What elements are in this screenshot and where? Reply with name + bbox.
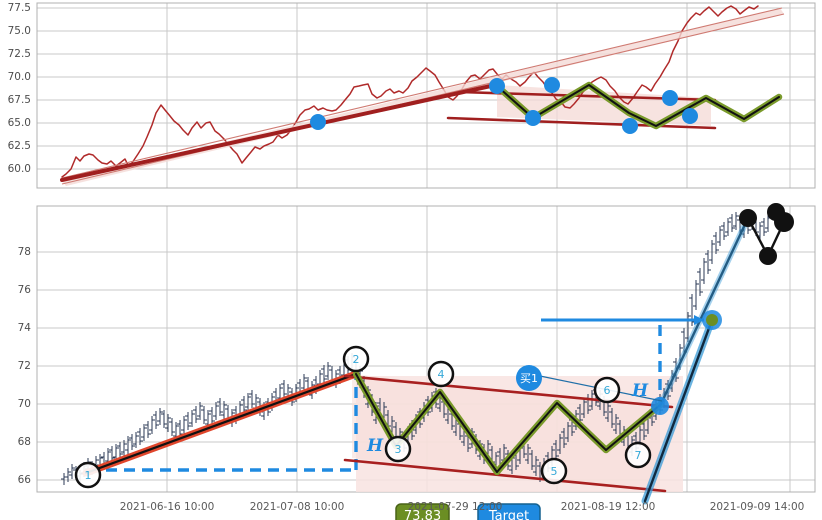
overview-pivot-marker[interactable] [622, 118, 638, 134]
overview-pivot-marker[interactable] [525, 110, 541, 126]
pivot-point-5[interactable]: 5 [540, 457, 568, 485]
detail-ytick-3: 72 [18, 360, 31, 372]
detail-xtick-3: 2021-08-19 12:00 [561, 501, 656, 513]
target-reached-core [706, 314, 718, 326]
overview-svg: 60.0 62.5 65.0 67.5 70.0 72.5 75.0 77.5 [8, 2, 816, 189]
detail-xtick-0: 2021-06-16 10:00 [120, 501, 215, 513]
pivot-point-3-label: 3 [395, 443, 402, 456]
detail-ytick-0: 66 [18, 474, 32, 486]
overview-ytick-1: 62.5 [8, 140, 31, 152]
overview-panel: 60.0 62.5 65.0 67.5 70.0 72.5 75.0 77.5 [0, 0, 822, 200]
pivot-point-6[interactable]: 6 [593, 376, 621, 404]
pivot-point-7-label: 7 [635, 449, 642, 462]
overview-pivot-markers[interactable] [310, 77, 698, 134]
detail-ytick-6: 78 [18, 246, 31, 258]
overview-price-line [61, 5, 759, 178]
overview-ytick-6: 75.0 [8, 25, 31, 37]
detail-measurement-lines [88, 318, 662, 472]
overview-channel-lower [446, 116, 717, 130]
detail-target-arrow [541, 315, 704, 325]
overview-wedge-upper [61, 7, 783, 179]
pattern-height-label-right: H [631, 381, 649, 401]
overview-pivot-marker[interactable] [489, 78, 505, 94]
detail-uptrend-line [84, 372, 358, 475]
detail-channel-lower [343, 458, 667, 493]
overview-pivot-marker[interactable] [310, 114, 326, 130]
detail-black-dot-cluster [739, 203, 794, 265]
pivot-point-1-label: 1 [85, 469, 92, 482]
black-dot [759, 247, 777, 265]
black-dot [767, 203, 785, 221]
detail-xtick-2: 2021-07-29 12:00 [408, 501, 503, 513]
overview-ytick-7: 77.5 [8, 2, 31, 14]
overview-y-axis: 60.0 62.5 65.0 67.5 70.0 72.5 75.0 77.5 [8, 2, 31, 175]
pattern-height-label-left: H [366, 436, 384, 456]
detail-breakout-line-dark [643, 318, 714, 503]
target-price-badge-box[interactable] [395, 503, 450, 520]
detail-ytick-1: 68 [18, 436, 31, 448]
pivot-point-4-label: 4 [438, 368, 445, 381]
detail-channel-upper [343, 374, 674, 409]
pivot-point-2[interactable]: 2 [342, 345, 370, 373]
overview-zigzag-black [496, 84, 780, 127]
overview-ytick-0: 60.0 [8, 163, 31, 175]
pivot-point-3[interactable]: 3 [384, 435, 412, 463]
detail-rally-extension [658, 216, 750, 408]
overview-ytick-3: 67.5 [8, 94, 31, 106]
overview-plot-frame [36, 2, 816, 189]
buy-signal-label: 买1 [520, 372, 538, 385]
detail-ytick-2: 70 [18, 398, 31, 410]
overview-pivot-marker[interactable] [544, 77, 560, 93]
detail-ytick-5: 76 [18, 284, 32, 296]
target-label-badge-box[interactable] [477, 503, 541, 520]
detail-y-axis: 66 68 70 72 74 76 78 [18, 246, 32, 486]
zigzag-pivot-points[interactable]: 1 2 3 4 5 [74, 345, 652, 489]
black-dot [739, 209, 757, 227]
pivot-point-7[interactable]: 7 [624, 441, 652, 469]
buy-signal-group[interactable]: 买1 [516, 365, 663, 402]
target-label-badge[interactable]: Target [477, 503, 541, 520]
detail-xtick-1: 2021-07-08 10:00 [250, 501, 345, 513]
pivot-point-2-label: 2 [353, 353, 360, 366]
buy-signal-marker[interactable] [516, 365, 542, 391]
overview-pivot-marker[interactable] [662, 90, 678, 106]
detail-x-axis: 2021-06-16 10:00 2021-07-08 10:00 2021-0… [120, 501, 805, 513]
detail-svg: 66 68 70 72 74 76 78 [18, 203, 816, 520]
target-price-badge-label: 73.83 [404, 509, 441, 520]
detail-ytick-4: 74 [18, 322, 32, 334]
overview-ytick-2: 65.0 [8, 117, 31, 129]
overview-ytick-5: 72.5 [8, 48, 31, 60]
detail-xtick-4: 2021-09-09 14:00 [710, 501, 805, 513]
target-label-badge-label: Target [488, 509, 529, 520]
target-price-badge[interactable]: 73.83 [395, 503, 450, 520]
pivot-point-6-label: 6 [604, 384, 611, 397]
overview-pivot-marker[interactable] [682, 108, 698, 124]
pivot-point-1[interactable]: 1 [74, 461, 102, 489]
pivot-point-4[interactable]: 4 [427, 360, 455, 388]
pivot-point-5-label: 5 [551, 465, 558, 478]
overview-ytick-4: 70.0 [8, 71, 31, 83]
detail-rally-extension-glow [657, 215, 751, 409]
breakout-entry-marker[interactable] [651, 397, 669, 415]
detail-panel: 66 68 70 72 74 76 78 [0, 196, 822, 520]
overview-uptrend-line [60, 82, 502, 182]
